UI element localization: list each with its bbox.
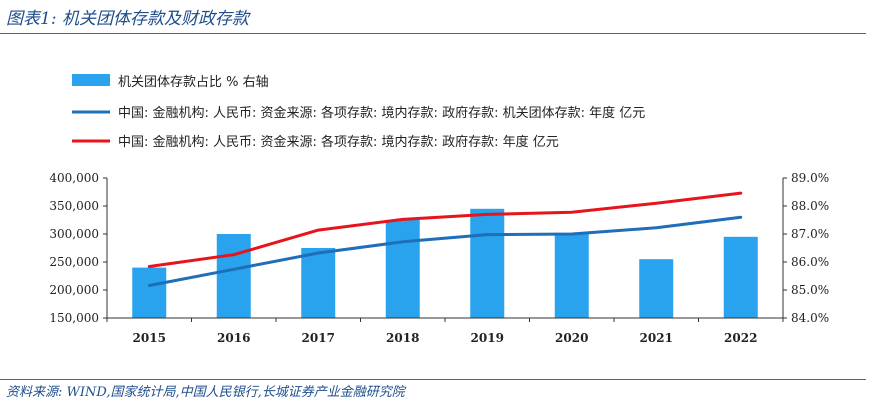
source-rule	[0, 379, 866, 380]
bar	[470, 208, 505, 318]
y-left-tick-label: 400,000	[49, 171, 99, 185]
figure-title: 图表1: 机关团体存款及财政存款	[6, 9, 249, 29]
bar	[639, 259, 674, 318]
x-tick-label: 2015	[133, 331, 166, 345]
y-right-tick-label: 86.0%	[791, 255, 829, 269]
legend-label: 中国: 金融机构: 人民币: 资金来源: 各项存款: 境内存款: 政府存款: 机…	[118, 105, 645, 121]
y-right-tick-label: 87.0%	[791, 227, 829, 241]
x-tick-label: 2020	[555, 331, 588, 345]
x-tick-label: 2019	[471, 331, 504, 345]
bar	[385, 220, 420, 318]
x-tick-label: 2021	[640, 331, 673, 345]
y-left-tick-label: 350,000	[49, 199, 99, 213]
x-tick-label: 2022	[724, 331, 757, 345]
source-note: 资料来源: WIND,国家统计局,中国人民银行,长城证券产业金融研究院	[6, 385, 405, 400]
y-right-tick-label: 89.0%	[791, 171, 829, 185]
x-tick-label: 2018	[386, 331, 419, 345]
bar	[723, 236, 758, 318]
legend-label: 机关团体存款占比 % 右轴	[118, 75, 269, 90]
title-rule	[0, 33, 866, 34]
series-line	[147, 215, 743, 287]
x-tick-label: 2017	[302, 331, 335, 345]
series-line	[147, 191, 743, 268]
bar	[132, 267, 167, 318]
y-left-tick-label: 250,000	[49, 255, 99, 269]
bar	[216, 234, 251, 318]
bar	[301, 248, 336, 318]
bar	[554, 234, 589, 318]
y-left-tick-label: 300,000	[49, 227, 99, 241]
y-left-tick-label: 200,000	[49, 283, 99, 297]
y-right-tick-label: 84.0%	[791, 311, 829, 325]
y-left-tick-label: 150,000	[49, 311, 99, 325]
legend-label: 中国: 金融机构: 人民币: 资金来源: 各项存款: 境内存款: 政府存款: 年…	[118, 134, 559, 150]
legend-swatch-bar	[72, 74, 110, 86]
y-right-tick-label: 85.0%	[791, 283, 829, 297]
x-tick-label: 2016	[217, 331, 250, 345]
y-right-tick-label: 88.0%	[791, 199, 829, 213]
